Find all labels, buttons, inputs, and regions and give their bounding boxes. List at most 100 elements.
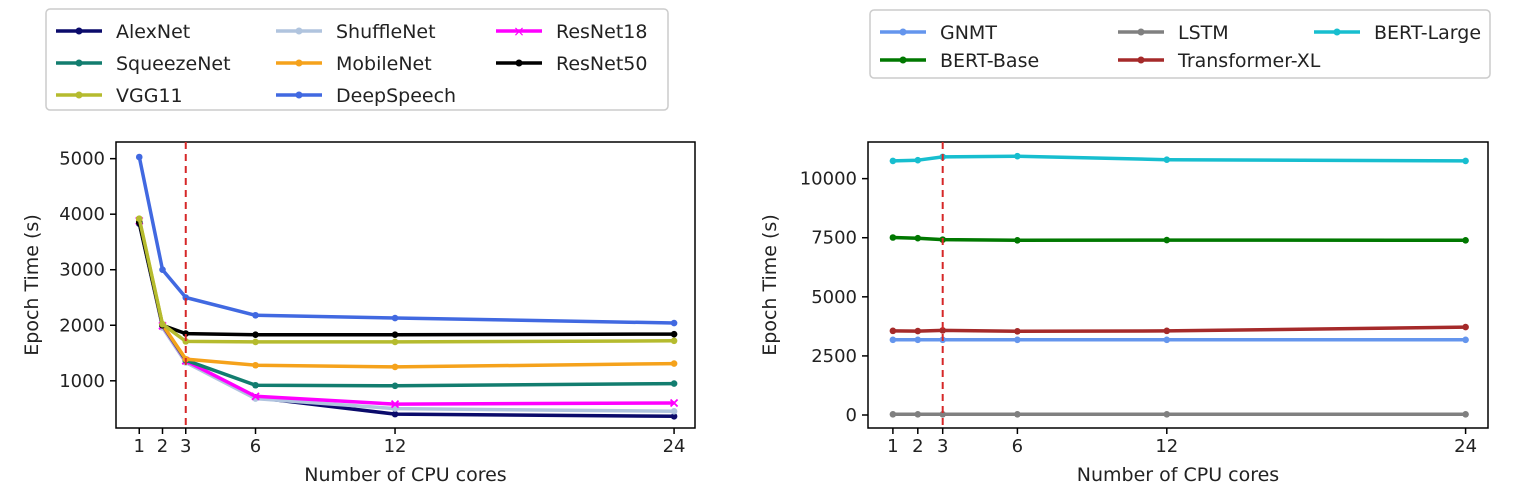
data-point [1462,157,1469,165]
data-point [391,363,399,371]
data-point [1462,336,1469,344]
legend-item: AlexNet [56,21,190,43]
series-line [892,154,1466,163]
data-point [1014,410,1021,418]
data-point [670,380,678,387]
legend-marker [1333,28,1341,36]
series-bert-base [889,234,1469,244]
series-line [137,220,675,406]
data-point [670,330,678,338]
y-tick-label: 7500 [811,228,857,249]
legend: AlexNet ShuffleNet × ResNet18 SqueezeNet Mobi… [45,8,669,111]
legend-item: DeepSpeech [276,85,456,107]
data-point [1014,328,1021,335]
series-line [892,235,1466,243]
x-tick-label: 24 [663,436,686,457]
x-tick-label: 2 [157,436,168,457]
data-point [390,399,400,409]
legend-marker [1137,28,1145,36]
x-tick-label: 12 [1155,436,1178,457]
data-point [1014,237,1021,244]
x-tick-label: 2 [912,436,923,457]
legend-marker [295,27,303,35]
data-point [1163,156,1171,164]
y-tick-label: 5000 [59,149,105,170]
series-mobilenet [135,216,678,371]
data-point [182,294,190,301]
series-line [892,325,1466,334]
data-point [252,331,259,339]
data-point [1014,336,1021,344]
legend-item: VGG11 [56,85,183,107]
data-point [939,327,946,334]
x-tick-label: 1 [134,436,145,457]
legend-label: AlexNet [116,21,190,43]
data-point [889,410,897,418]
chart-1: AlexNet ShuffleNet × ResNet18 SqueezeNet Mobi… [21,8,696,486]
legend-item: BERT-Large [1314,22,1481,44]
legend-marker [295,59,303,67]
data-point [182,338,190,345]
y-tick-label: 10000 [800,169,857,190]
legend-label: ResNet18 [556,21,647,43]
x-tick-label: 6 [1012,436,1023,457]
y-tick-label: 5000 [811,287,857,308]
legend-marker [515,59,523,67]
data-point [914,410,922,418]
legend-item: SqueezeNet [56,53,231,75]
legend-label: DeepSpeech [336,85,456,107]
y-tick-label: 4000 [59,204,105,225]
legend-marker [1137,56,1145,64]
data-point [391,382,399,390]
legend-item: MobileNet [276,53,432,75]
series-transformer-xl [889,323,1469,335]
data-point [889,336,897,344]
legend-label: BERT-Base [940,50,1039,72]
x-tick-label: 6 [250,436,261,457]
series-line [137,156,675,325]
legend-label: Transformer-XL [1177,50,1321,72]
legend-marker [75,91,83,99]
legend-item: LSTM [1118,22,1229,44]
legend-label: SqueezeNet [116,53,231,75]
data-point [914,336,922,344]
data-point [159,320,166,328]
x-tick-label: 3 [937,436,948,457]
data-point [391,338,399,346]
data-point [670,408,678,415]
y-axis-label: Epoch Time (s) [759,214,781,355]
series-bert-large [889,152,1469,165]
y-tick-label: 2000 [59,315,105,336]
legend-marker [75,27,83,35]
x-tick-label: 24 [1454,436,1477,457]
data-point [670,337,678,345]
legend-item: ShuffleNet [276,21,436,43]
data-point [391,314,399,322]
data-point [159,266,166,274]
data-point [252,311,259,319]
data-point [135,153,143,161]
data-point [391,331,399,339]
legend-marker: × [513,24,525,40]
series-line [137,219,675,369]
plot-frame [115,141,696,429]
legend-item: ResNet50 [496,53,647,75]
legend-label: ResNet50 [556,53,647,75]
legend-label: LSTM [1178,22,1229,44]
data-point [1014,152,1021,160]
data-point [889,327,897,335]
data-point [1462,237,1469,244]
y-axis-label: Epoch Time (s) [21,214,43,355]
x-tick-label: 1 [887,436,898,457]
series-line [137,218,675,344]
data-point [1163,236,1171,244]
x-tick-label: 12 [384,436,407,457]
legend-label: MobileNet [336,53,432,75]
legend: GNMT LSTM BERT-Large BERT-Base Transformer-X… [869,9,1491,79]
chart-2: GNMT LSTM BERT-Large BERT-Base Transformer-X… [759,9,1491,486]
data-point [135,215,143,222]
data-point [670,360,678,367]
legend-item: GNMT [880,22,997,44]
x-axis-label: Number of CPU cores [1077,464,1279,486]
legend-marker [75,59,83,67]
